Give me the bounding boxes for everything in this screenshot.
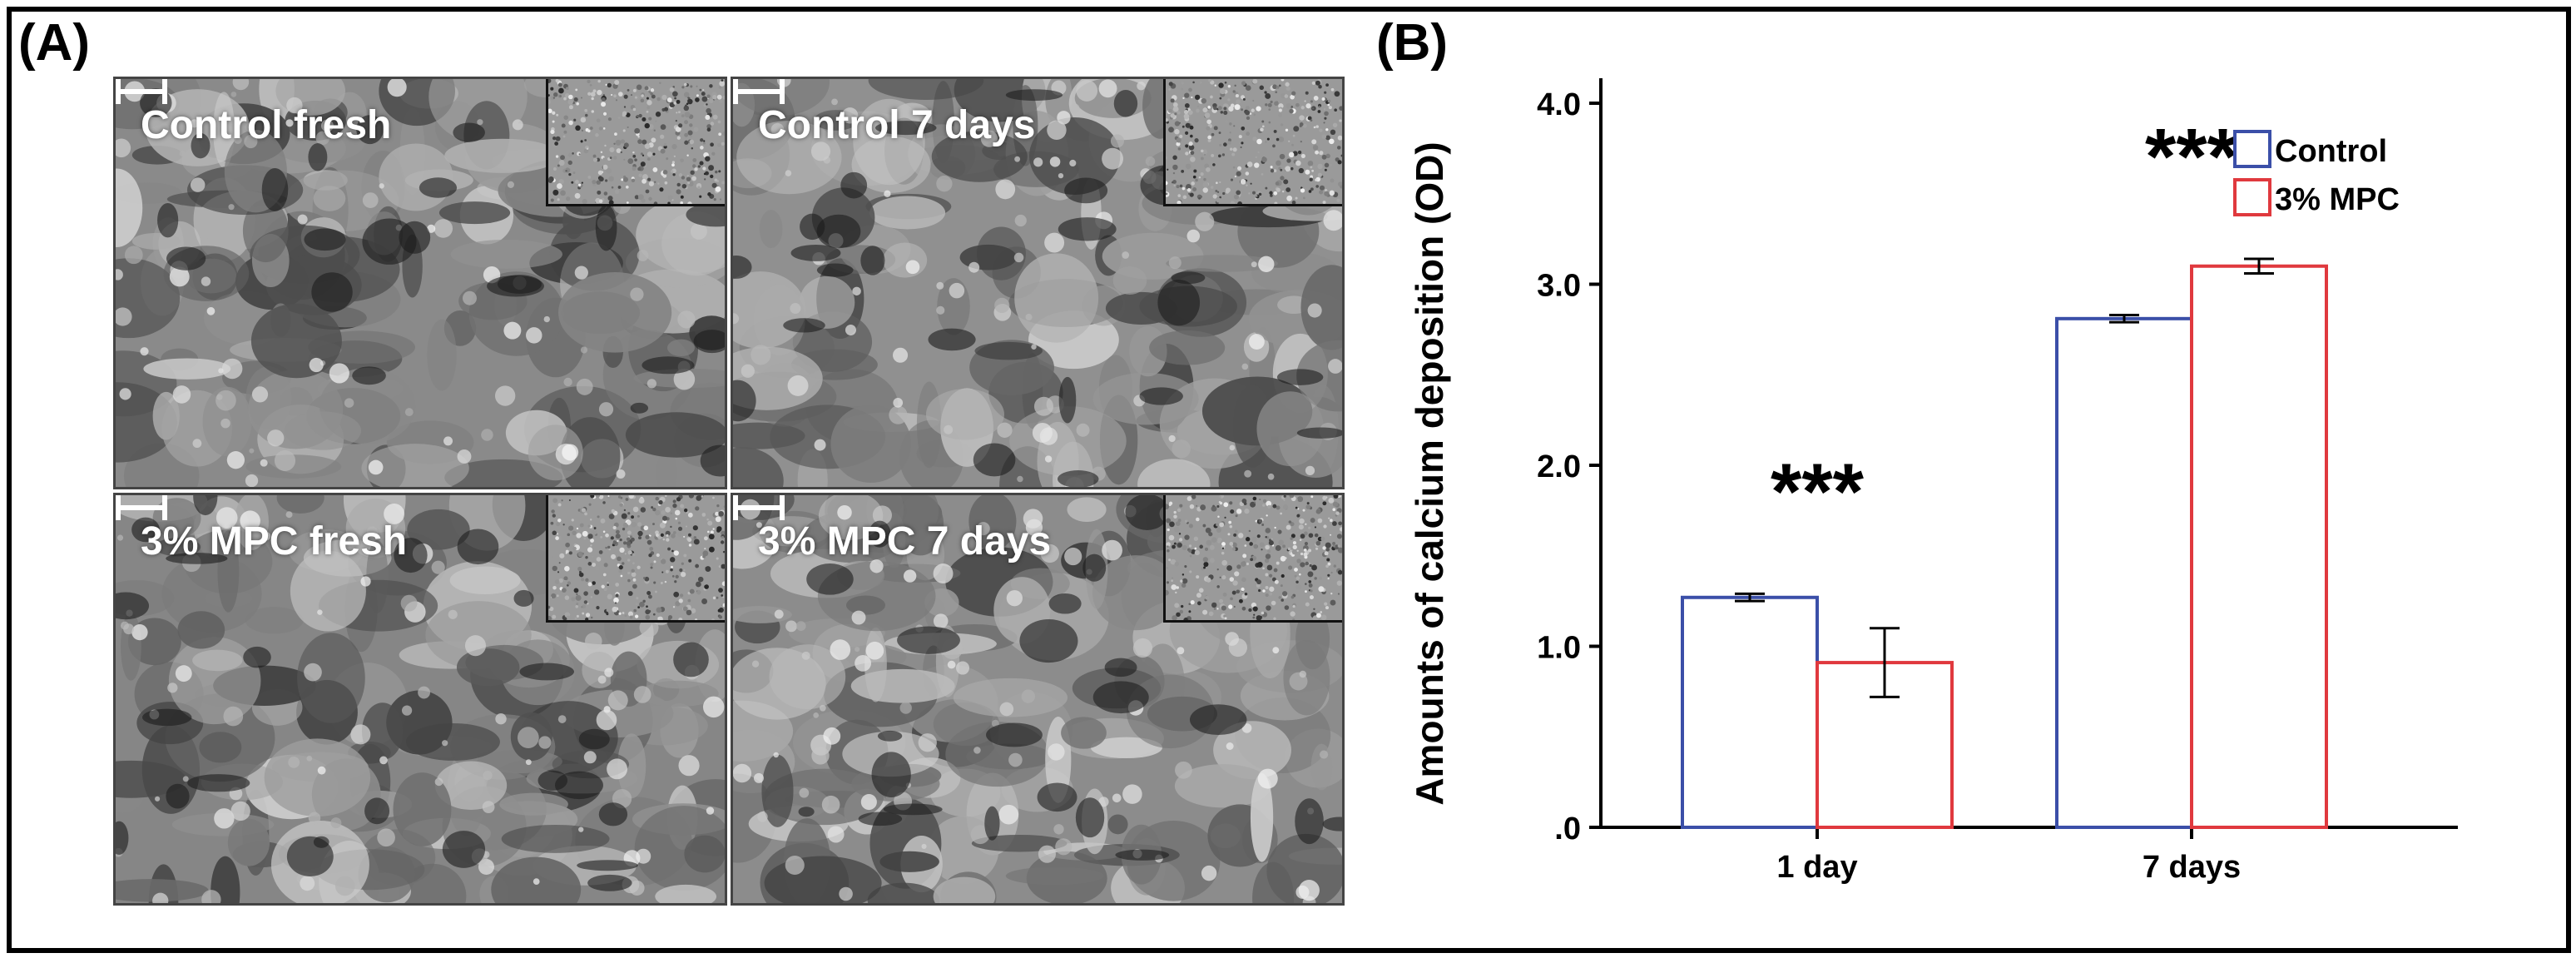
micrograph-inset <box>546 495 725 623</box>
panel-b-label: (B) <box>1376 14 1449 72</box>
error-bar <box>1870 627 1900 698</box>
micrograph-control-fresh: Control fresh <box>113 77 727 489</box>
micrograph-label: 3% MPC 7 days <box>758 519 1052 563</box>
y-tick-label: 2.0 <box>1537 449 1581 484</box>
micrograph-inset <box>546 79 725 206</box>
scale-bar <box>733 79 785 104</box>
error-bar <box>2109 313 2139 324</box>
legend-swatch <box>2233 130 2271 168</box>
y-tick-label: .0 <box>1554 812 1581 846</box>
legend-entry: Control <box>2275 134 2387 169</box>
x-tick-label: 1 day <box>1776 850 1857 885</box>
error-bar <box>2244 257 2274 275</box>
scale-bar <box>733 495 785 520</box>
bar-control-1 <box>2055 316 2193 829</box>
bar-chart: Amounts of calcium deposition (OD) .0 1.0 2… <box>1408 78 2458 885</box>
bar-control-0 <box>1681 595 1819 830</box>
micrograph-label: 3% MPC fresh <box>141 519 408 563</box>
significance-annotation: *** <box>1771 447 1865 536</box>
micrograph-control-7-days: Control 7 days <box>731 77 1345 489</box>
micrograph-mpc-7-days: 3% MPC 7 days <box>731 493 1345 906</box>
micrograph-mpc-fresh: 3% MPC fresh <box>113 493 727 906</box>
micrograph-label: Control 7 days <box>758 103 1036 147</box>
scale-bar <box>116 79 167 104</box>
x-tick-label: 7 days <box>2143 850 2241 885</box>
panel-a-label: (A) <box>18 14 91 72</box>
error-bar <box>1735 592 1765 603</box>
legend: Control 3% MPC <box>2233 130 2400 217</box>
y-tick-label: 1.0 <box>1537 631 1581 666</box>
bar-3-mpc-1 <box>2190 264 2328 829</box>
y-axis-label: Amounts of calcium deposition (OD) <box>1408 141 1451 805</box>
micrograph-inset <box>1163 495 1342 623</box>
y-tick-label: 4.0 <box>1537 87 1581 122</box>
micrograph-inset <box>1163 79 1342 206</box>
micrograph-label: Control fresh <box>141 103 392 147</box>
y-tick-label: 3.0 <box>1537 269 1581 304</box>
significance-annotation: *** <box>2145 112 2239 201</box>
legend-entry: 3% MPC <box>2275 182 2400 217</box>
legend-swatch <box>2233 178 2271 216</box>
figure-frame: (A) (B) Control fresh Control 7 days 3% … <box>7 7 2571 953</box>
scale-bar <box>116 495 167 520</box>
